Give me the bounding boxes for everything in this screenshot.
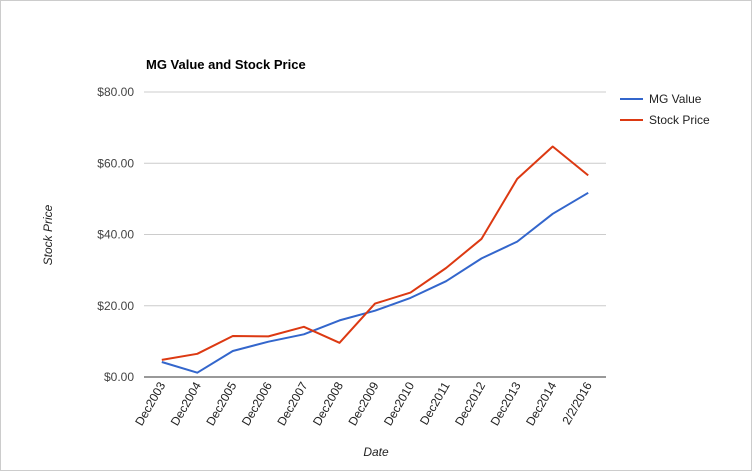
y-tick-label: $0.00 <box>104 370 134 384</box>
legend: MG Value Stock Price <box>620 92 710 127</box>
chart-title: MG Value and Stock Price <box>146 57 306 72</box>
y-tick-label: $20.00 <box>97 299 134 313</box>
series-lines <box>161 145 589 374</box>
series-line-mg-value <box>161 191 589 374</box>
legend-label: Stock Price <box>649 113 710 127</box>
x-axis-label: Date <box>363 445 389 459</box>
y-axis-label: Stock Price <box>41 204 55 265</box>
y-tick-label: $60.00 <box>97 156 134 170</box>
series-line-stock-price <box>161 145 589 361</box>
y-tick-label: $40.00 <box>97 228 134 242</box>
y-axis-ticks: $0.00 $20.00 $40.00 $60.00 $80.00 <box>97 85 134 384</box>
gridlines <box>144 91 606 378</box>
legend-label: MG Value <box>649 92 702 106</box>
y-tick-label: $80.00 <box>97 85 134 99</box>
